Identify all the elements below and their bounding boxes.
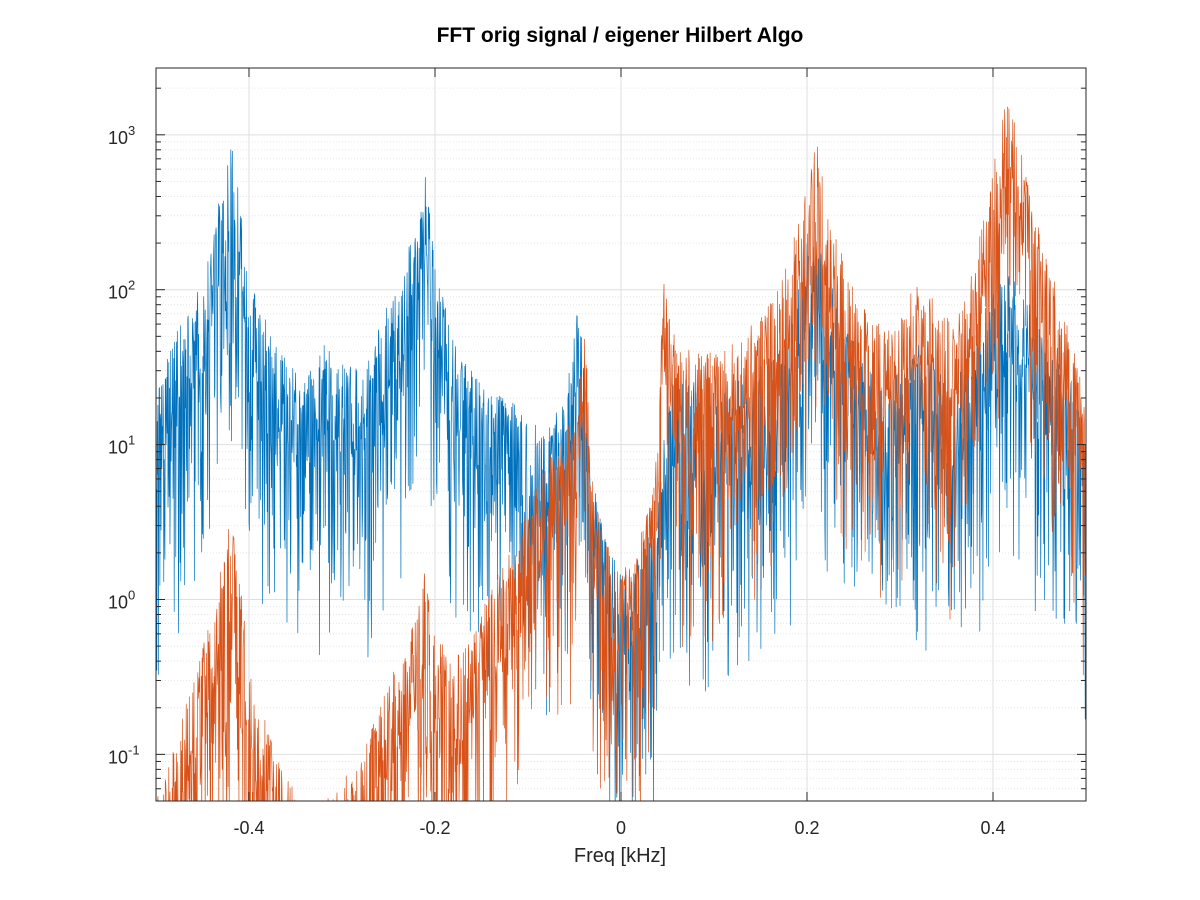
axis-ticks <box>156 68 1086 802</box>
y-tick-label: 10-1 <box>108 742 140 767</box>
y-axis-tick-labels: 10-1 100 101 102 103 <box>108 123 140 768</box>
y-tick-label: 100 <box>108 587 135 612</box>
x-tick-label: 0 <box>616 818 626 838</box>
plot-area <box>155 67 1087 802</box>
series-line-2 <box>157 106 1086 801</box>
x-axis-tick-labels: -0.4 -0.2 0 0.2 0.4 <box>233 818 1005 838</box>
x-tick-label: -0.2 <box>419 818 450 838</box>
x-tick-label: 0.4 <box>980 818 1005 838</box>
y-tick-label: 103 <box>108 123 135 148</box>
y-tick-label: 102 <box>108 278 135 303</box>
y-tick-label: 101 <box>108 433 135 458</box>
x-tick-label: 0.2 <box>794 818 819 838</box>
x-tick-label: -0.4 <box>233 818 264 838</box>
chart-title: FFT orig signal / eigener Hilbert Algo <box>437 24 804 47</box>
x-axis-label: Freq [kHz] <box>574 845 666 867</box>
